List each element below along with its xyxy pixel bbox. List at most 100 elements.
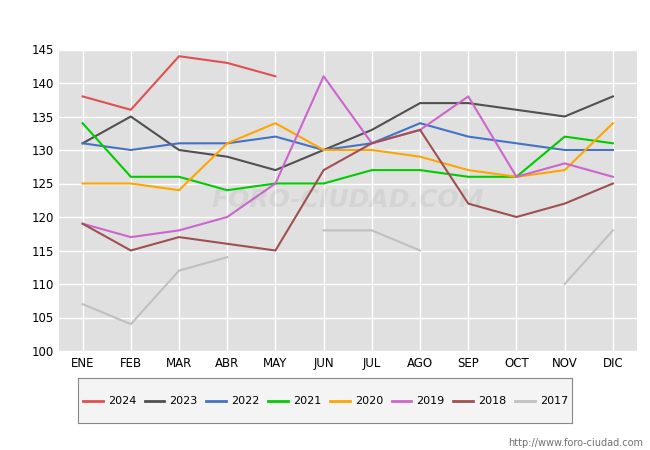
2023 [368, 127, 376, 133]
Line: 2021: 2021 [83, 123, 613, 190]
2024 [79, 94, 86, 99]
2023 [464, 100, 472, 106]
Line: 2022: 2022 [83, 123, 613, 150]
2018 [368, 140, 376, 146]
2021 [320, 181, 328, 186]
2024 [127, 107, 135, 112]
2022 [416, 121, 424, 126]
Text: 2020: 2020 [355, 396, 383, 405]
Line: 2019: 2019 [83, 76, 613, 237]
2019 [224, 214, 231, 220]
2022 [609, 147, 617, 153]
2021 [224, 188, 231, 193]
2020 [224, 140, 231, 146]
Text: 2018: 2018 [478, 396, 506, 405]
2020 [561, 167, 569, 173]
2019 [609, 174, 617, 180]
Text: 2021: 2021 [293, 396, 321, 405]
2024 [224, 60, 231, 66]
Text: 2017: 2017 [540, 396, 568, 405]
2019 [513, 174, 521, 180]
2020 [320, 147, 328, 153]
2018 [513, 214, 521, 220]
Text: 2023: 2023 [170, 396, 198, 405]
2020 [464, 167, 472, 173]
2024 [272, 74, 280, 79]
2022 [368, 140, 376, 146]
2020 [272, 121, 280, 126]
Text: 2019: 2019 [417, 396, 445, 405]
Text: Afiliados en Cabrera d'Anoia a 31/5/2024: Afiliados en Cabrera d'Anoia a 31/5/2024 [155, 11, 495, 29]
2022 [175, 140, 183, 146]
2022 [79, 140, 86, 146]
2017 [224, 255, 231, 260]
2022 [320, 147, 328, 153]
2022 [224, 140, 231, 146]
2023 [127, 114, 135, 119]
2022 [561, 147, 569, 153]
2021 [513, 174, 521, 180]
Text: http://www.foro-ciudad.com: http://www.foro-ciudad.com [508, 438, 644, 448]
2019 [320, 74, 328, 79]
2019 [272, 181, 280, 186]
2018 [464, 201, 472, 206]
2022 [127, 147, 135, 153]
2020 [175, 188, 183, 193]
2017 [175, 268, 183, 273]
2020 [416, 154, 424, 159]
2018 [609, 181, 617, 186]
Line: 2020: 2020 [83, 123, 613, 190]
2023 [609, 94, 617, 99]
2021 [609, 140, 617, 146]
2018 [416, 127, 424, 133]
2022 [464, 134, 472, 140]
2017 [127, 321, 135, 327]
2018 [561, 201, 569, 206]
Line: 2017: 2017 [83, 257, 228, 324]
Line: 2024: 2024 [83, 56, 276, 110]
2021 [368, 167, 376, 173]
2021 [175, 174, 183, 180]
2020 [609, 121, 617, 126]
2023 [175, 147, 183, 153]
2023 [272, 167, 280, 173]
2019 [561, 161, 569, 166]
2021 [79, 121, 86, 126]
Text: 2022: 2022 [231, 396, 259, 405]
2022 [272, 134, 280, 140]
2019 [175, 228, 183, 233]
2018 [224, 241, 231, 247]
2023 [79, 140, 86, 146]
2021 [464, 174, 472, 180]
2020 [127, 181, 135, 186]
2023 [513, 107, 521, 112]
2023 [320, 147, 328, 153]
2023 [561, 114, 569, 119]
2018 [272, 248, 280, 253]
2021 [416, 167, 424, 173]
2017 [79, 302, 86, 307]
2020 [513, 174, 521, 180]
2021 [127, 174, 135, 180]
2024 [175, 54, 183, 59]
2023 [224, 154, 231, 159]
2021 [272, 181, 280, 186]
Text: 2024: 2024 [108, 396, 136, 405]
Line: 2018: 2018 [83, 130, 613, 251]
2019 [79, 221, 86, 226]
Text: FORO-CIUDAD.COM: FORO-CIUDAD.COM [211, 188, 484, 212]
2018 [320, 167, 328, 173]
2022 [513, 140, 521, 146]
2019 [368, 140, 376, 146]
2018 [127, 248, 135, 253]
Line: 2023: 2023 [83, 96, 613, 170]
2018 [79, 221, 86, 226]
2023 [416, 100, 424, 106]
2020 [79, 181, 86, 186]
2019 [464, 94, 472, 99]
2020 [368, 147, 376, 153]
2021 [561, 134, 569, 140]
2018 [175, 234, 183, 240]
2019 [416, 127, 424, 133]
2019 [127, 234, 135, 240]
